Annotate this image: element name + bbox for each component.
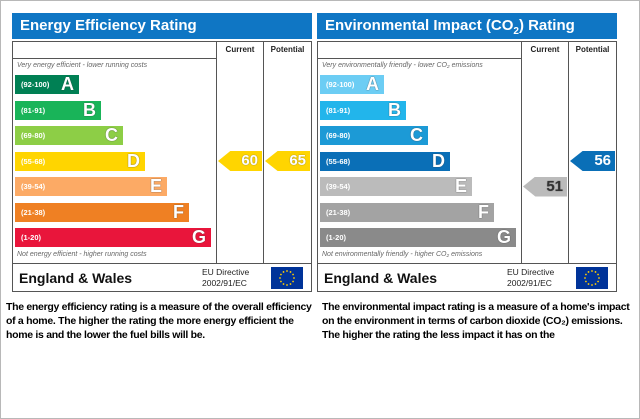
environment-chart-title: Environmental Impact (CO2) Rating — [317, 13, 617, 39]
column-divider — [263, 42, 264, 263]
band-range-label: (39-54) — [21, 182, 46, 191]
band-letter: A — [61, 74, 74, 94]
band-letter: D — [432, 150, 445, 171]
potential-rating-arrow: 56 — [570, 151, 615, 171]
band-range-label: (81-91) — [326, 105, 351, 115]
column-divider — [216, 42, 217, 263]
energy-chart-body: Current Potential Very energy efficient … — [12, 41, 312, 264]
current-rating-value: 51 — [546, 177, 563, 195]
current-column-header: Current — [225, 45, 255, 54]
band-letter: C — [410, 125, 423, 145]
potential-rating-value: 65 — [289, 152, 306, 169]
title-prefix: Environmental Impact (CO — [325, 17, 514, 34]
rating-band-c: (69-80) C — [15, 126, 123, 145]
energy-chart-title: Energy Efficiency Rating — [12, 13, 312, 39]
band-letter: E — [454, 176, 467, 196]
band-letter: F — [478, 201, 489, 222]
rating-band-a: (92-100) A — [15, 75, 79, 94]
band-letter: F — [173, 201, 184, 222]
band-range-label: (81-91) — [21, 105, 46, 115]
band-range-label: (1-20) — [326, 233, 347, 242]
rating-band-e: (39-54) E — [15, 177, 167, 196]
band-range-label: (39-54) — [326, 182, 351, 191]
band-range-label: (21-38) — [21, 207, 46, 217]
band-range-label: (92-100) — [21, 80, 50, 89]
top-note: Very energy efficient - lower running co… — [17, 62, 148, 69]
band-letter: E — [149, 176, 162, 196]
band-letter: B — [83, 99, 96, 120]
top-note: Very environmentally friendly - lower CO… — [322, 62, 483, 69]
country-label: England & Wales — [19, 270, 133, 286]
potential-rating-value: 56 — [594, 152, 611, 169]
current-rating-arrow: 60 — [218, 151, 262, 171]
band-letter: G — [191, 227, 206, 247]
band-range-label: (69-80) — [326, 131, 351, 140]
directive-line-2: 2002/91/EC — [202, 278, 247, 288]
environmental-impact-chart: Environmental Impact (CO2) Rating Curren… — [317, 13, 617, 292]
rating-band-f: (21-38) F — [15, 201, 189, 222]
eu-flag-icon — [576, 267, 608, 289]
column-divider — [521, 42, 522, 263]
environment-rating-description: The environmental impact rating is a mea… — [322, 301, 630, 341]
band-range-label: (69-80) — [21, 131, 46, 140]
directive-line-2: 2002/91/EC — [507, 278, 552, 288]
energy-rating-description: The energy efficiency rating is a measur… — [6, 301, 312, 341]
current-rating-arrow: 51 — [523, 176, 567, 197]
environment-chart-body: Current Potential Very environmentally f… — [317, 41, 617, 264]
band-range-label: (92-100) — [326, 80, 355, 89]
potential-column-header: Potential — [575, 45, 610, 54]
eu-directive-label: EU Directive 2002/91/EC — [202, 267, 249, 289]
eu-flag-icon — [271, 267, 303, 289]
rating-band-d: (55-68) D — [15, 150, 145, 171]
header-divider — [318, 58, 521, 59]
rating-band-e: (39-54) E — [320, 177, 472, 196]
potential-column-header: Potential — [270, 45, 305, 54]
band-range-label: (55-68) — [326, 156, 351, 166]
band-letter: C — [105, 125, 118, 145]
rating-band-b: (81-91) B — [320, 99, 406, 120]
rating-band-b: (81-91) B — [15, 99, 101, 120]
eu-directive-label: EU Directive 2002/91/EC — [507, 267, 554, 289]
rating-band-g: (1-20) G — [320, 228, 516, 247]
header-divider — [13, 58, 216, 59]
band-letter: A — [366, 74, 379, 94]
bottom-note: Not environmentally friendly - higher CO… — [322, 251, 483, 258]
directive-line-1: EU Directive — [507, 267, 555, 277]
title-subscript: 2 — [513, 26, 519, 37]
column-divider — [568, 42, 569, 263]
rating-band-c: (69-80) C — [320, 126, 428, 145]
current-rating-value: 60 — [241, 152, 258, 169]
band-range-label: (21-38) — [326, 207, 351, 217]
band-letter: B — [388, 99, 401, 120]
country-label: England & Wales — [324, 270, 438, 286]
bottom-note: Not energy efficient - higher running co… — [17, 251, 147, 258]
potential-rating-arrow: 65 — [265, 151, 310, 171]
title-suffix: ) Rating — [518, 17, 575, 34]
band-range-label: (1-20) — [21, 233, 42, 242]
band-letter: D — [127, 150, 140, 171]
energy-chart-footer: England & Wales EU Directive 2002/91/EC — [12, 264, 312, 292]
rating-band-d: (55-68) D — [320, 150, 450, 171]
rating-band-f: (21-38) F — [320, 201, 494, 222]
environment-chart-footer: England & Wales EU Directive 2002/91/EC — [317, 264, 617, 292]
rating-band-a: (92-100) A — [320, 75, 384, 94]
current-column-header: Current — [530, 45, 560, 54]
band-range-label: (55-68) — [21, 156, 46, 166]
band-letter: G — [496, 227, 511, 247]
directive-line-1: EU Directive — [202, 267, 250, 277]
energy-efficiency-chart: Energy Efficiency Rating Current Potenti… — [12, 13, 312, 292]
rating-band-g: (1-20) G — [15, 228, 211, 247]
